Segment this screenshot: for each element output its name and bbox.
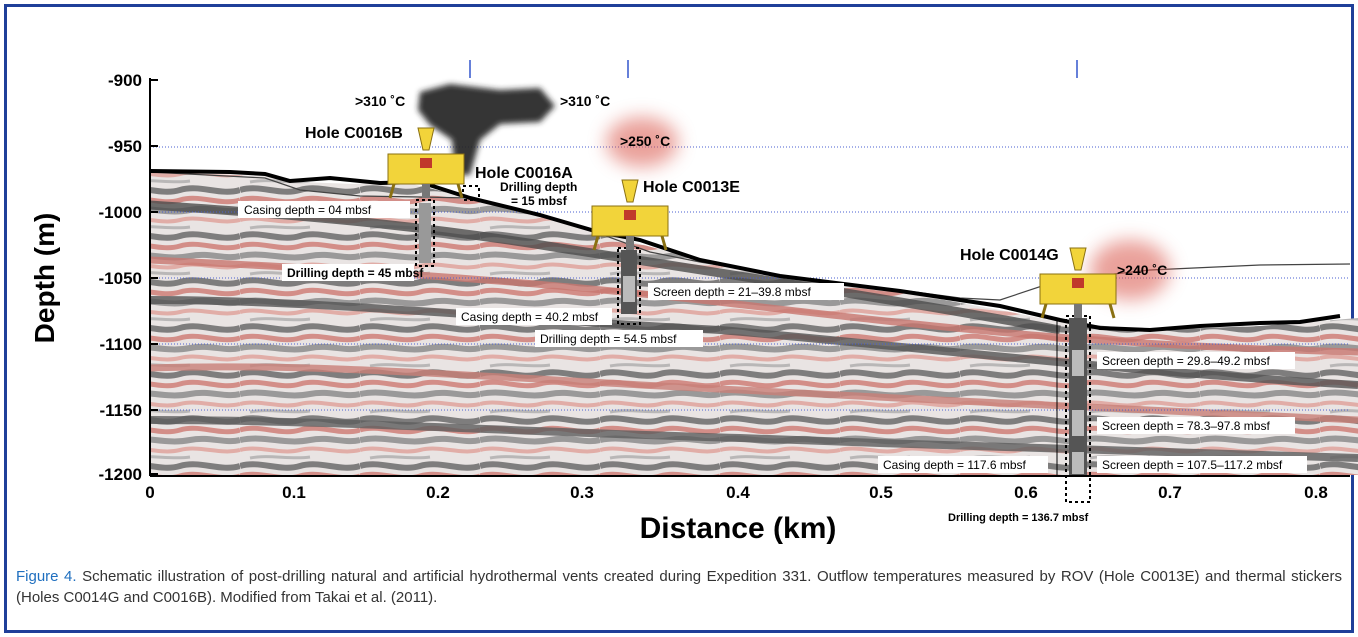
figure-caption-text: Schematic illustration of post-drilling … — [16, 568, 1343, 606]
temp-label-c0016a: >310 ˚C — [560, 93, 610, 109]
svg-text:Casing depth = 117.6 mbsf: Casing depth = 117.6 mbsf — [883, 458, 1027, 472]
hole-name-c0014g: Hole C0014G — [960, 247, 1059, 264]
x-tick-label: 0.2 — [426, 483, 450, 502]
svg-text:Drilling depth = 45 mbsf: Drilling depth = 45 mbsf — [287, 266, 424, 280]
y-tick-label: -900 — [108, 71, 142, 90]
seismic-section — [150, 172, 1358, 475]
svg-text:Screen depth = 29.8–49.2 mbsf: Screen depth = 29.8–49.2 mbsf — [1102, 354, 1270, 368]
label-c0014g-casing: Casing depth = 117.6 mbsf — [878, 456, 1048, 473]
black-smoker-plume — [418, 84, 555, 175]
label-c0016b-drilling: Drilling depth = 45 mbsf — [282, 264, 424, 281]
svg-text:Casing depth = 40.2 mbsf: Casing depth = 40.2 mbsf — [461, 310, 599, 324]
svg-text:Casing depth = 04 mbsf: Casing depth = 04 mbsf — [244, 203, 372, 217]
x-tick-label: 0.4 — [726, 483, 750, 502]
svg-text:Screen depth = 107.5–117.2 mbs: Screen depth = 107.5–117.2 mbsf — [1102, 458, 1283, 472]
x-tick-label: 0.5 — [869, 483, 893, 502]
rig-c0016b — [387, 127, 465, 199]
label-c0014g-drilling: Drilling depth = 136.7 mbsf — [948, 512, 1089, 524]
y-tick-label: -950 — [108, 137, 142, 156]
borehole-c0013e — [617, 247, 641, 325]
y-tick-label: -1150 — [99, 401, 142, 420]
temp-label-c0014g: >240 ˚C — [1117, 262, 1167, 278]
x-tick-label: 0.3 — [570, 483, 594, 502]
svg-text:Drilling depth = 54.5 mbsf: Drilling depth = 54.5 mbsf — [540, 332, 677, 346]
label-c0014g-screen2: Screen depth = 78.3–97.8 mbsf — [1097, 417, 1295, 434]
y-tick-label: -1050 — [99, 269, 142, 288]
rig-c0013e — [591, 179, 669, 251]
y-tick-label: -1000 — [99, 203, 142, 222]
y-tick-label: -1200 — [99, 465, 142, 484]
x-tick-label: 0.6 — [1014, 483, 1038, 502]
drilling-depth-c0016a-line1: Drilling depth — [500, 180, 577, 194]
label-c0013e-drilling: Drilling depth = 54.5 mbsf — [535, 330, 703, 347]
y-tick-marks — [150, 79, 158, 475]
figure-caption: Figure 4. Schematic illustration of post… — [16, 566, 1342, 608]
label-c0016b-casing: Casing depth = 04 mbsf — [238, 201, 410, 218]
seismic-profile-figure: -900 -950 -1000 -1050 -1100 -1150 -1200 … — [29, 60, 1358, 545]
y-tick-label: -1100 — [99, 335, 142, 354]
hole-name-c0016a: Hole C0016A — [475, 165, 573, 182]
x-tick-label: 0.7 — [1158, 483, 1182, 502]
borehole-c0016a — [462, 185, 480, 201]
svg-text:Screen depth = 78.3–97.8 mbsf: Screen depth = 78.3–97.8 mbsf — [1102, 419, 1270, 433]
drilling-depth-c0016a-line2: = 15 mbsf — [511, 194, 568, 208]
temp-label-c0013e: >250 ˚C — [620, 133, 670, 149]
rig-c0014g — [1039, 247, 1117, 319]
figure-label: Figure 4. — [16, 568, 77, 585]
x-tick-label: 0.8 — [1304, 483, 1328, 502]
plume-c0013e — [606, 117, 678, 167]
svg-text:Screen depth = 21–39.8 mbsf: Screen depth = 21–39.8 mbsf — [653, 285, 811, 299]
label-c0013e-screen: Screen depth = 21–39.8 mbsf — [648, 283, 844, 300]
hole-name-c0013e: Hole C0013E — [643, 179, 740, 196]
temp-label-c0016b: >310 ˚C — [355, 93, 405, 109]
borehole-c0016b — [415, 199, 435, 267]
label-c0014g-screen1: Screen depth = 29.8–49.2 mbsf — [1097, 352, 1295, 369]
x-tick-label: 0.1 — [282, 483, 306, 502]
hole-name-c0016b: Hole C0016B — [305, 125, 403, 142]
label-c0014g-screen3: Screen depth = 107.5–117.2 mbsf — [1097, 456, 1307, 473]
x-axis-title: Distance (km) — [640, 512, 837, 545]
x-tick-label: 0 — [145, 483, 154, 502]
label-c0013e-casing: Casing depth = 40.2 mbsf — [456, 308, 612, 325]
top-hole-markers — [469, 60, 1078, 78]
seafloor-thick-line — [149, 169, 1341, 333]
y-axis-title: Depth (m) — [29, 213, 60, 344]
